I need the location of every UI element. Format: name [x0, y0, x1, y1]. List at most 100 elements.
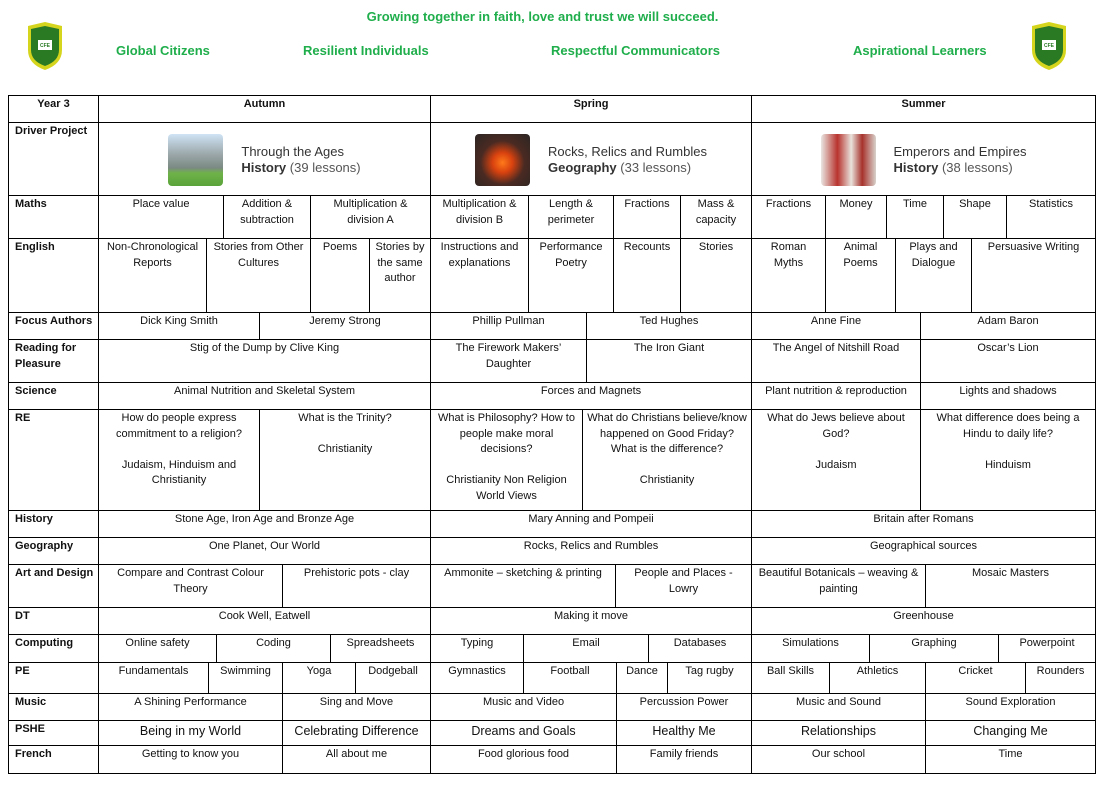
- pshe-cell: Dreams and Goals: [430, 720, 617, 746]
- french-cell: Our school: [751, 745, 926, 774]
- maths-cell: Fractions: [751, 195, 826, 239]
- pe-cell: Fundamentals: [98, 662, 209, 694]
- pshe-cell: Healthy Me: [616, 720, 752, 746]
- pe-cell: Football: [523, 662, 617, 694]
- driver-project-lessons: (39 lessons): [289, 159, 361, 175]
- focus-authors-cell: Anne Fine: [751, 312, 921, 340]
- computing-cell: Online safety: [98, 634, 217, 663]
- pshe-cell: Being in my World: [98, 720, 283, 746]
- driver-project-image: [820, 133, 876, 186]
- english-cell: Persuasive Writing: [971, 238, 1096, 313]
- computing-cell: Powerpoint: [998, 634, 1096, 663]
- driver-project-title: Emperors and Empires: [893, 143, 1027, 159]
- pe-cell: Athletics: [829, 662, 926, 694]
- row-label-art-and-design: Art and Design: [8, 564, 99, 608]
- maths-cell: Addition & subtraction: [223, 195, 311, 239]
- row-label-pshe: PSHE: [8, 720, 99, 746]
- computing-cell: Spreadsheets: [330, 634, 431, 663]
- music-cell: Sing and Move: [282, 693, 431, 721]
- english-cell: Roman Myths: [751, 238, 826, 313]
- driver-project-image: [475, 133, 531, 186]
- reading-for-pleasure-cell: Stig of the Dump by Clive King: [98, 339, 431, 383]
- computing-cell: Coding: [216, 634, 331, 663]
- english-cell: Poems: [310, 238, 370, 313]
- driver-project-subject: Geography: [548, 159, 617, 175]
- focus-authors-cell: Adam Baron: [920, 312, 1096, 340]
- pe-cell: Cricket: [925, 662, 1026, 694]
- re-cell: How do people express commitment to a re…: [98, 409, 260, 511]
- pe-cell: Dance: [616, 662, 668, 694]
- value-resilient-individuals: Resilient Individuals: [303, 43, 429, 58]
- computing-cell: Graphing: [869, 634, 999, 663]
- driver-project-title: Through the Ages: [241, 143, 345, 159]
- row-label-history: History: [8, 510, 99, 538]
- english-cell: Animal Poems: [825, 238, 896, 313]
- music-cell: Music and Video: [430, 693, 617, 721]
- english-cell: Non-Chronological Reports: [98, 238, 207, 313]
- maths-cell: Statistics: [1006, 195, 1096, 239]
- row-label-focus-authors: Focus Authors: [8, 312, 99, 340]
- value-aspirational-learners: Aspirational Learners: [853, 43, 987, 58]
- english-cell: Recounts: [613, 238, 681, 313]
- driver-project-lessons: (38 lessons): [941, 159, 1013, 175]
- maths-cell: Multiplication & division A: [310, 195, 431, 239]
- pe-cell: Ball Skills: [751, 662, 830, 694]
- geography-cell: Rocks, Relics and Rumbles: [430, 537, 752, 565]
- geography-cell: One Planet, Our World: [98, 537, 431, 565]
- term-header-spring: Spring: [430, 95, 752, 123]
- reading-for-pleasure-cell: The Angel of Nitshill Road: [751, 339, 921, 383]
- pe-cell: Swimming: [208, 662, 283, 694]
- reading-for-pleasure-cell: The Iron Giant: [586, 339, 752, 383]
- english-cell: Stories: [680, 238, 752, 313]
- science-cell: Lights and shadows: [920, 382, 1096, 410]
- dt-cell: Cook Well, Eatwell: [98, 607, 431, 635]
- computing-cell: Email: [523, 634, 649, 663]
- maths-cell: Place value: [98, 195, 224, 239]
- maths-cell: Multiplication & division B: [430, 195, 529, 239]
- computing-cell: Typing: [430, 634, 524, 663]
- crest-text-left: CFE: [40, 43, 51, 49]
- value-respectful-communicators: Respectful Communicators: [551, 43, 721, 58]
- row-label-maths: Maths: [8, 195, 99, 239]
- row-label-re: RE: [8, 409, 99, 511]
- computing-cell: Databases: [648, 634, 752, 663]
- school-crest-left-icon: CFE: [28, 22, 62, 70]
- row-label-geography: Geography: [8, 537, 99, 565]
- re-cell: What is Philosophy? How to people make m…: [430, 409, 583, 511]
- french-cell: Getting to know you: [98, 745, 283, 774]
- pshe-cell: Changing Me: [925, 720, 1096, 746]
- term-header-summer: Summer: [751, 95, 1096, 123]
- row-label-music: Music: [8, 693, 99, 721]
- re-cell: What do Jews believe about God? Judaism: [751, 409, 921, 511]
- focus-authors-cell: Phillip Pullman: [430, 312, 587, 340]
- reading-for-pleasure-cell: The Firework Makers’ Daughter: [430, 339, 587, 383]
- school-motto: Growing together in faith, love and trus…: [366, 9, 719, 24]
- pe-cell: Gymnastics: [430, 662, 524, 694]
- pe-cell: Rounders: [1025, 662, 1096, 694]
- maths-cell: Mass & capacity: [680, 195, 752, 239]
- row-label-driver-project: Driver Project: [8, 122, 99, 196]
- driver-project-0: Through the Ages History (39 lessons): [98, 122, 431, 196]
- school-crest-right-icon: CFE: [1032, 22, 1066, 70]
- row-label-pe: PE: [8, 662, 99, 694]
- computing-cell: Simulations: [751, 634, 870, 663]
- dt-cell: Making it move: [430, 607, 752, 635]
- pshe-cell: Celebrating Difference: [282, 720, 431, 746]
- art-and-design-cell: Mosaic Masters: [925, 564, 1096, 608]
- maths-cell: Shape: [943, 195, 1007, 239]
- english-cell: Stories from Other Cultures: [206, 238, 311, 313]
- dt-cell: Greenhouse: [751, 607, 1096, 635]
- art-and-design-cell: Compare and Contrast Colour Theory: [98, 564, 283, 608]
- driver-project-title: Rocks, Relics and Rumbles: [548, 143, 707, 159]
- re-cell: What do Christians believe/know happened…: [582, 409, 752, 511]
- pe-cell: Tag rugby: [667, 662, 752, 694]
- music-cell: Sound Exploration: [925, 693, 1096, 721]
- pshe-cell: Relationships: [751, 720, 926, 746]
- history-cell: Mary Anning and Pompeii: [430, 510, 752, 538]
- music-cell: Percussion Power: [616, 693, 752, 721]
- row-label-reading-for-pleasure: Reading for Pleasure: [8, 339, 99, 383]
- reading-for-pleasure-cell: Oscar’s Lion: [920, 339, 1096, 383]
- maths-cell: Money: [825, 195, 887, 239]
- driver-project-lessons: (33 lessons): [620, 159, 692, 175]
